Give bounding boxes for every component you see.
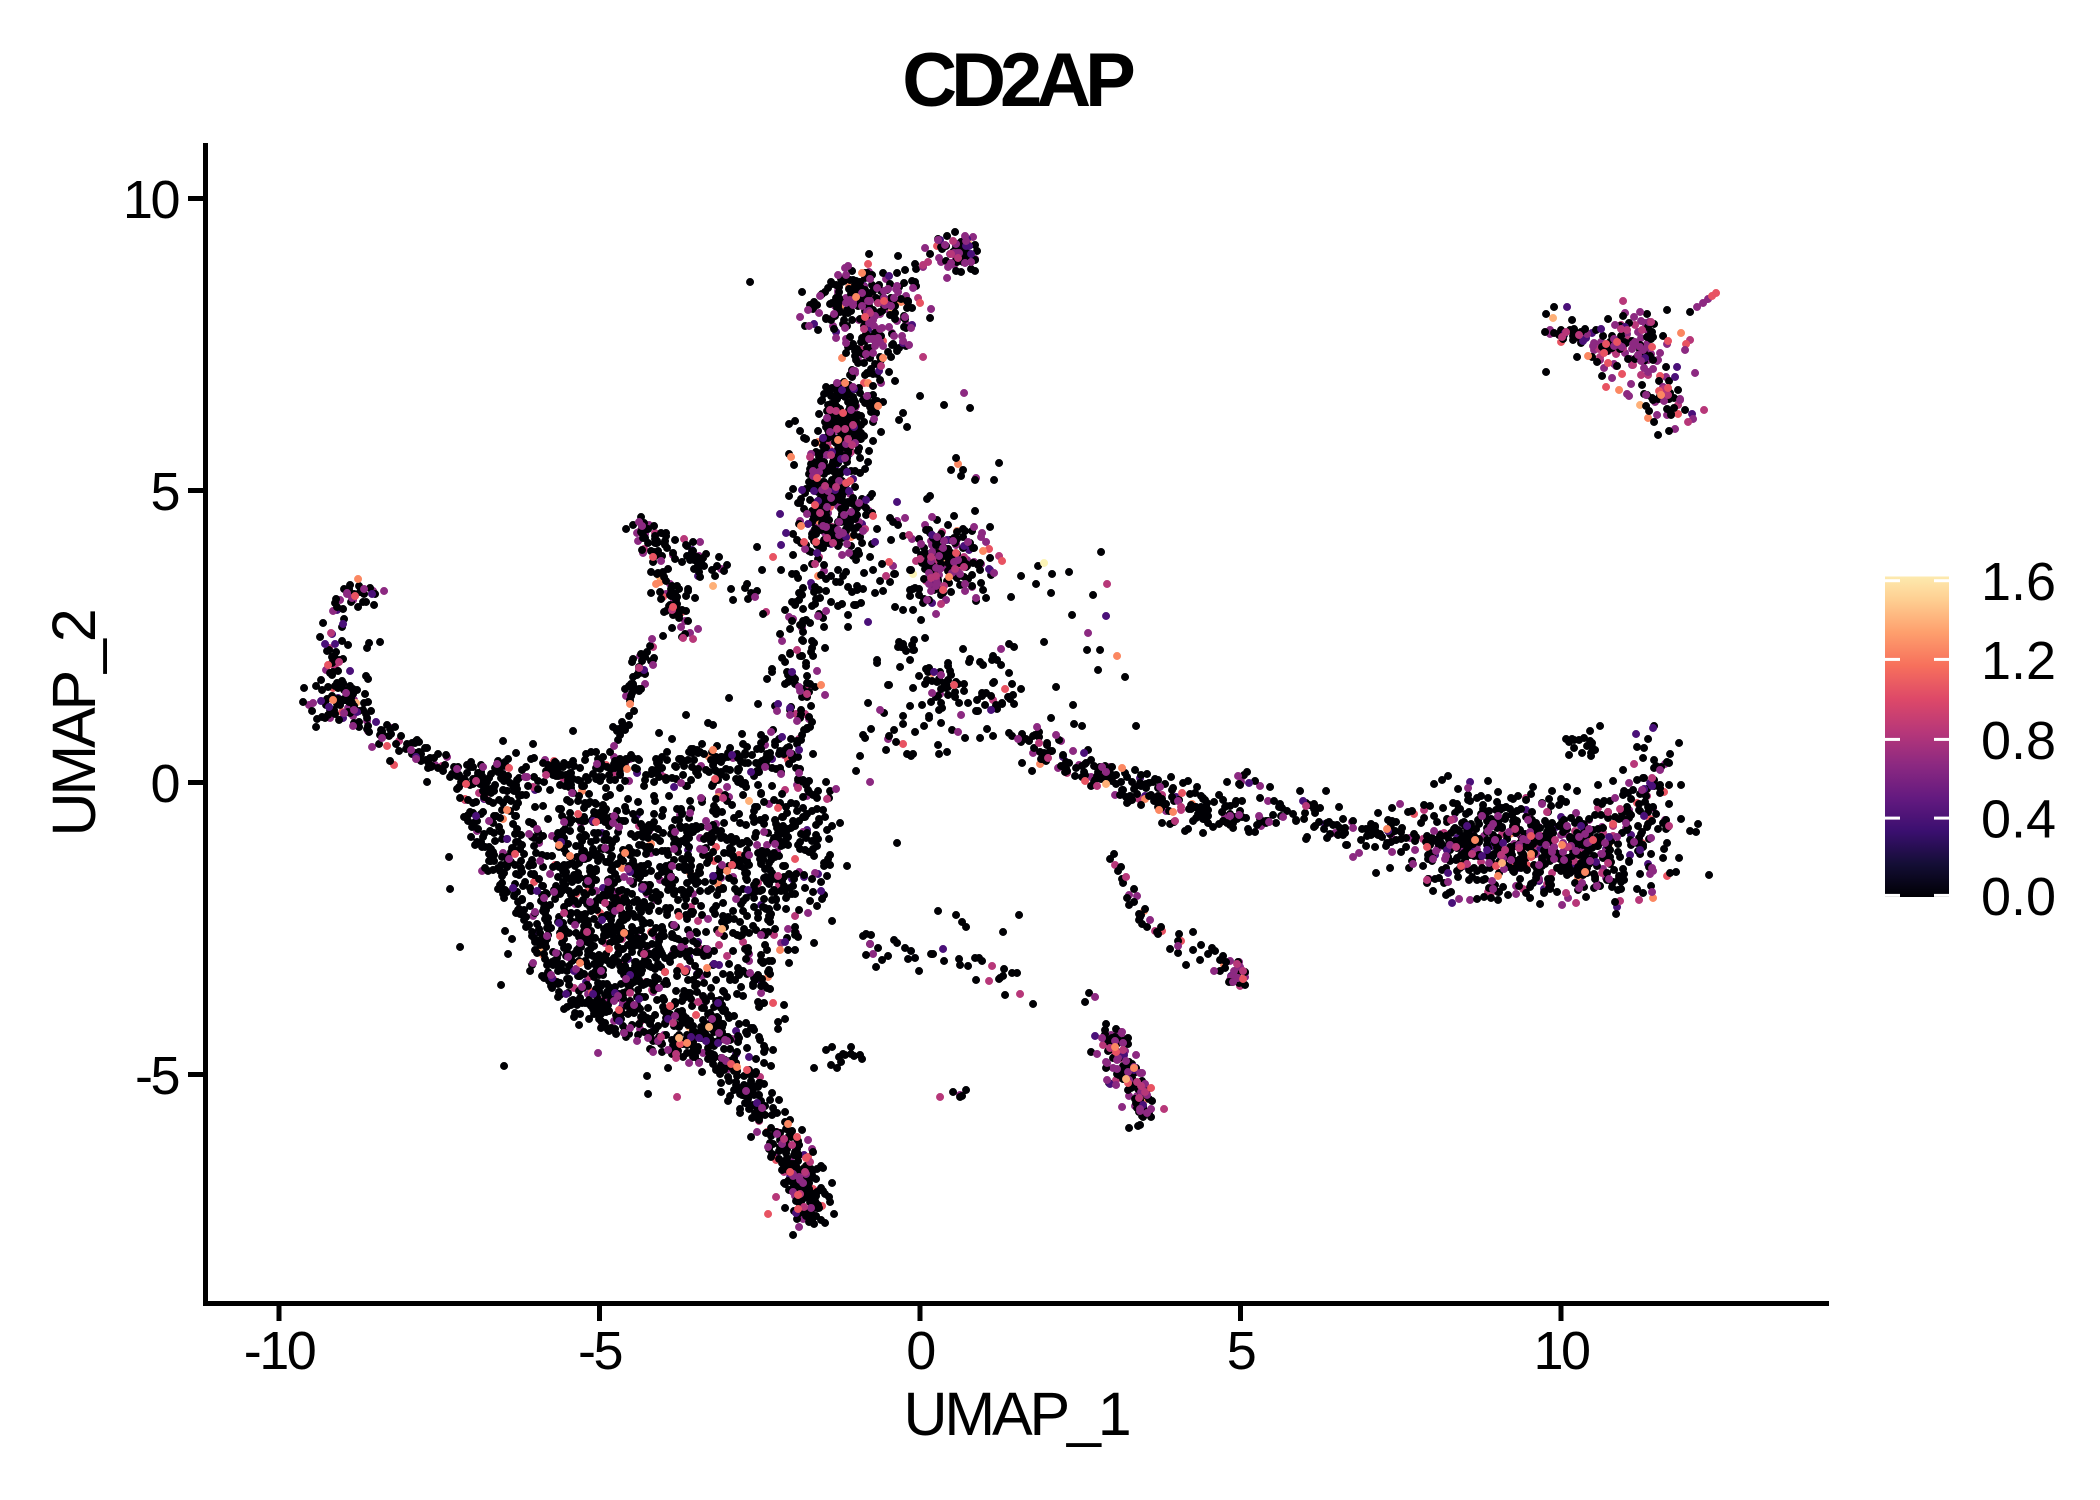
svg-text:UMAP_1: UMAP_1 — [904, 1380, 1129, 1448]
svg-text:5: 5 — [150, 462, 178, 522]
svg-text:10: 10 — [1533, 1321, 1589, 1381]
svg-text:0.4: 0.4 — [1981, 790, 2056, 850]
svg-text:0: 0 — [150, 754, 178, 814]
svg-text:0: 0 — [906, 1321, 934, 1381]
svg-text:0.8: 0.8 — [1981, 711, 2056, 771]
svg-text:0.0: 0.0 — [1981, 867, 2056, 927]
svg-text:-10: -10 — [244, 1321, 315, 1381]
svg-text:5: 5 — [1227, 1321, 1255, 1381]
svg-text:CD2AP: CD2AP — [902, 38, 1134, 123]
svg-text:-5: -5 — [135, 1046, 178, 1106]
svg-text:10: 10 — [123, 170, 179, 230]
svg-text:-5: -5 — [578, 1321, 621, 1381]
svg-text:1.2: 1.2 — [1981, 631, 2056, 691]
svg-text:1.6: 1.6 — [1981, 552, 2056, 612]
svg-text:UMAP_2: UMAP_2 — [40, 611, 108, 836]
